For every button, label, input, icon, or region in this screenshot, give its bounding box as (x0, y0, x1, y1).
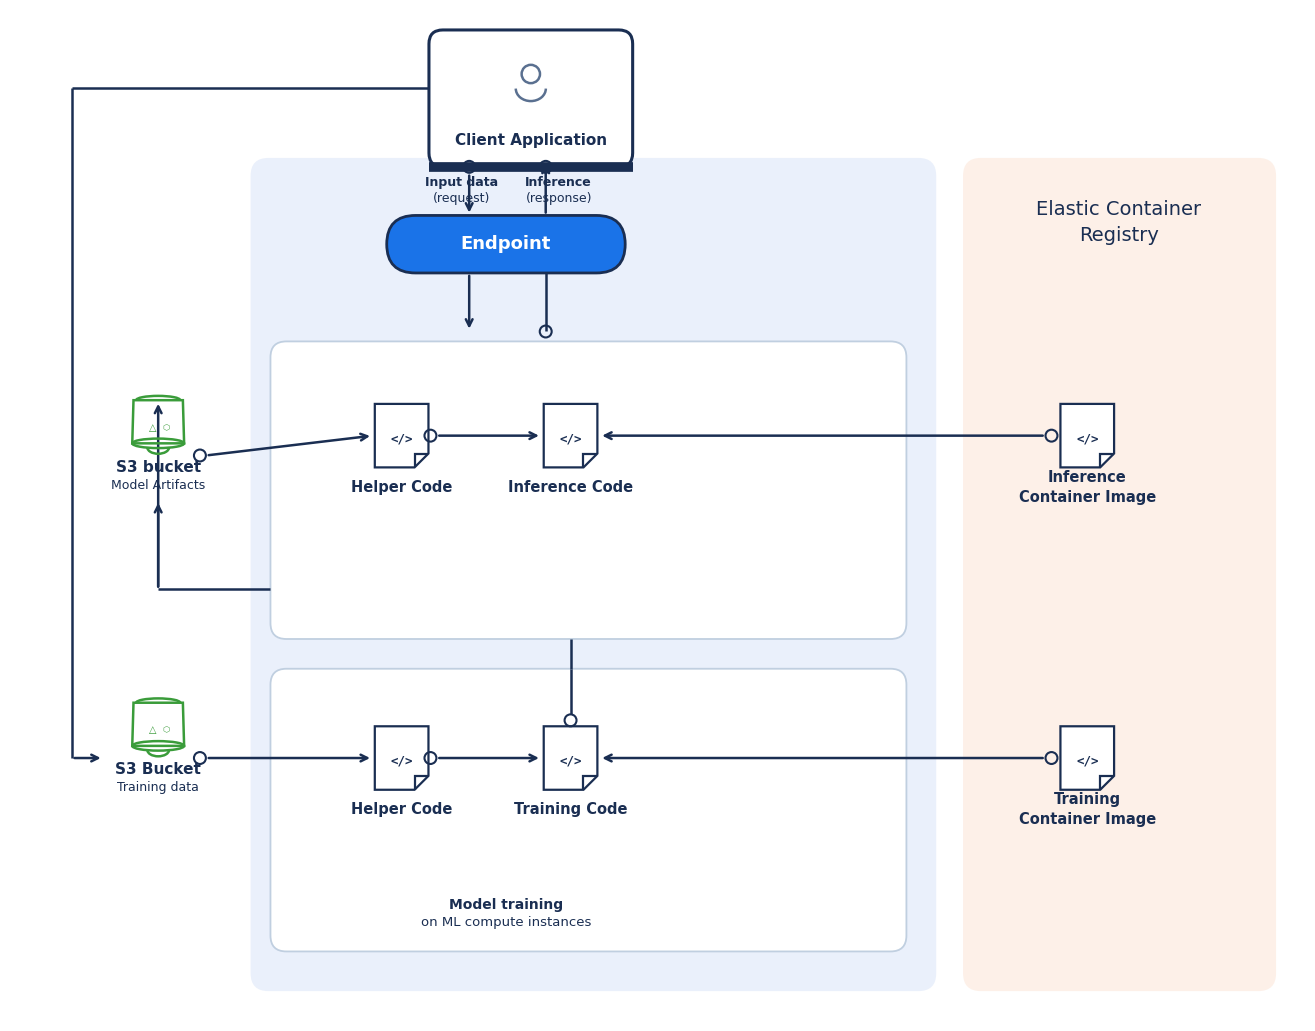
Text: Inference Code: Inference Code (508, 479, 633, 495)
Text: Inference: Inference (525, 176, 592, 190)
Text: S3 bucket: S3 bucket (116, 460, 201, 475)
Text: </>: </> (1076, 432, 1098, 445)
Text: ⬡: ⬡ (163, 423, 170, 432)
Text: </>: </> (559, 755, 581, 767)
Text: Model training: Model training (448, 898, 563, 911)
Text: △: △ (149, 423, 156, 433)
Text: on ML compute instances: on ML compute instances (421, 917, 592, 929)
Polygon shape (1060, 726, 1114, 790)
Polygon shape (375, 404, 429, 467)
Text: Training data: Training data (117, 781, 199, 794)
Text: Client Application: Client Application (455, 133, 606, 147)
FancyBboxPatch shape (429, 30, 633, 167)
Polygon shape (543, 404, 597, 467)
Text: </>: </> (391, 432, 413, 445)
Text: </>: </> (1076, 755, 1098, 767)
Text: (request): (request) (433, 192, 490, 205)
Text: Input data: Input data (425, 176, 498, 190)
FancyBboxPatch shape (271, 341, 906, 639)
Text: Model Artifacts: Model Artifacts (110, 478, 205, 492)
Text: </>: </> (559, 432, 581, 445)
Text: Training Code: Training Code (514, 802, 627, 818)
FancyBboxPatch shape (251, 158, 936, 991)
Polygon shape (543, 726, 597, 790)
FancyBboxPatch shape (271, 669, 906, 952)
Text: Elastic Container
Registry: Elastic Container Registry (1036, 200, 1202, 245)
FancyBboxPatch shape (387, 215, 625, 273)
Polygon shape (375, 726, 429, 790)
Text: △: △ (149, 725, 156, 735)
FancyBboxPatch shape (963, 158, 1276, 991)
Text: Endpoint: Endpoint (460, 235, 551, 254)
Text: Inference
Container Image: Inference Container Image (1019, 470, 1156, 504)
Text: S3 Bucket: S3 Bucket (116, 763, 201, 777)
Text: </>: </> (391, 755, 413, 767)
Text: (response): (response) (526, 192, 592, 205)
Polygon shape (1060, 404, 1114, 467)
Text: ⬡: ⬡ (163, 726, 170, 735)
Text: Training
Container Image: Training Container Image (1019, 792, 1156, 827)
Text: Helper Code: Helper Code (351, 802, 452, 818)
Text: Helper Code: Helper Code (351, 479, 452, 495)
